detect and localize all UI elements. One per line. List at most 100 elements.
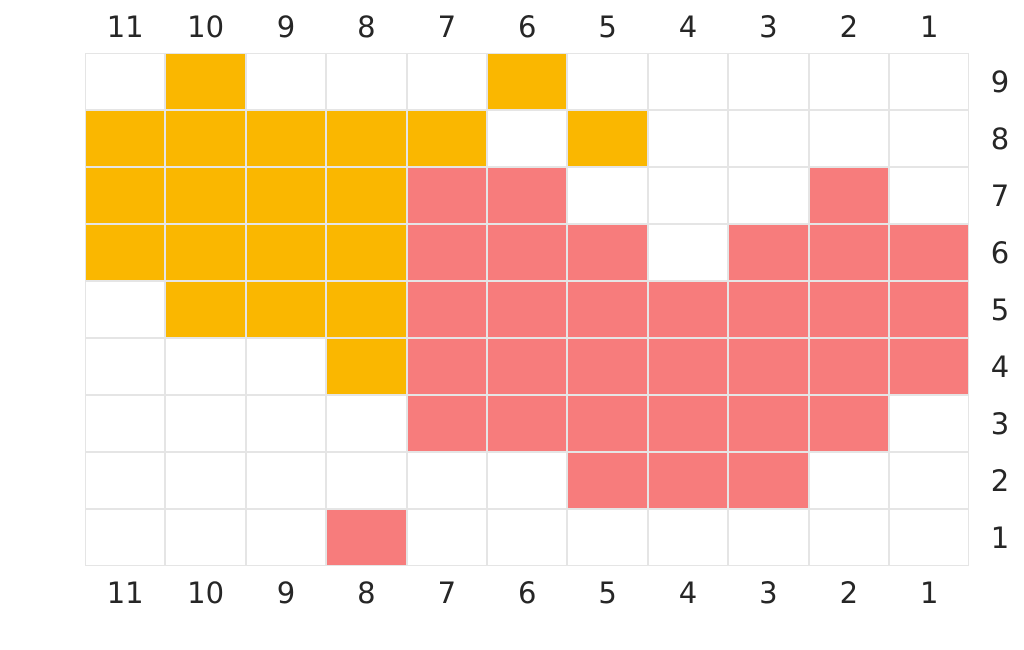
grid-cell [889, 395, 969, 452]
grid-cell [407, 281, 487, 338]
grid-cell [85, 338, 165, 395]
grid-cell [407, 167, 487, 224]
grid-cell [567, 53, 647, 110]
grid-cell [246, 338, 326, 395]
grid-cell [567, 395, 647, 452]
grid-cell [648, 452, 728, 509]
grid-cell [567, 110, 647, 167]
grid-cell [407, 53, 487, 110]
grid-cell [407, 338, 487, 395]
grid-cell [246, 53, 326, 110]
grid-cell [165, 509, 245, 566]
grid-cell [728, 338, 808, 395]
axis-tick-label: 5 [567, 10, 647, 44]
grid-cell [326, 395, 406, 452]
axis-tick-label: 10 [165, 576, 245, 610]
axis-tick-label: 9 [985, 65, 1015, 99]
axis-tick-label: 5 [985, 293, 1015, 327]
axis-tick-label: 1 [889, 576, 969, 610]
grid-cell [165, 338, 245, 395]
grid-cell [85, 395, 165, 452]
grid-cell [567, 167, 647, 224]
grid-cell [326, 53, 406, 110]
grid-cell [487, 452, 567, 509]
grid-cell [809, 395, 889, 452]
grid-cell [326, 452, 406, 509]
grid-cell [407, 509, 487, 566]
grid-cell [889, 281, 969, 338]
grid-cell [326, 338, 406, 395]
axis-tick-label: 8 [985, 122, 1015, 156]
grid-cell [165, 224, 245, 281]
grid-cell [889, 509, 969, 566]
grid-cell [85, 167, 165, 224]
grid-cell [728, 281, 808, 338]
grid-cell [889, 53, 969, 110]
grid-cell [809, 53, 889, 110]
grid-cell [165, 281, 245, 338]
grid-cell [728, 110, 808, 167]
axis-tick-label: 8 [326, 10, 406, 44]
axis-tick-label: 7 [985, 179, 1015, 213]
grid-cell [246, 224, 326, 281]
grid-cell [487, 110, 567, 167]
grid-cell [567, 281, 647, 338]
grid-cell [246, 167, 326, 224]
axis-tick-label: 7 [407, 10, 487, 44]
grid-cell [648, 224, 728, 281]
grid-cell [487, 224, 567, 281]
grid-cell [487, 509, 567, 566]
grid-cell [165, 53, 245, 110]
grid-cell [648, 281, 728, 338]
axis-tick-label: 11 [85, 576, 165, 610]
grid-cell [728, 452, 808, 509]
grid-cell [809, 509, 889, 566]
grid-cell [648, 395, 728, 452]
grid-cell [407, 224, 487, 281]
grid-cell [326, 509, 406, 566]
axis-tick-label: 10 [165, 10, 245, 44]
grid-cell [246, 395, 326, 452]
grid-cell [487, 338, 567, 395]
grid-cell [246, 281, 326, 338]
grid-cell [889, 110, 969, 167]
axis-tick-label: 8 [326, 576, 406, 610]
grid-cell [165, 110, 245, 167]
grid-cell [326, 167, 406, 224]
pixel-heart-grid: 11111010998877665544332211987654321 [0, 0, 1024, 650]
axis-tick-label: 2 [809, 576, 889, 610]
grid-cell [567, 338, 647, 395]
grid-cell [648, 53, 728, 110]
grid-cell [728, 53, 808, 110]
grid-cell [567, 224, 647, 281]
grid-cell [246, 110, 326, 167]
grid-cell [487, 395, 567, 452]
grid-cell [889, 224, 969, 281]
grid-cell [889, 167, 969, 224]
axis-tick-label: 7 [407, 576, 487, 610]
grid-cell [85, 281, 165, 338]
axis-tick-label: 9 [246, 576, 326, 610]
grid-cell [407, 395, 487, 452]
grid-cell [165, 395, 245, 452]
axis-tick-label: 4 [985, 350, 1015, 384]
grid-cell [326, 281, 406, 338]
grid-cell [567, 452, 647, 509]
grid-cell [487, 53, 567, 110]
grid-cell [85, 224, 165, 281]
grid-cell [246, 509, 326, 566]
axis-tick-label: 9 [246, 10, 326, 44]
grid-cell [648, 110, 728, 167]
grid-cell [889, 452, 969, 509]
axis-tick-label: 6 [487, 576, 567, 610]
grid-cell [326, 224, 406, 281]
axis-tick-label: 1 [889, 10, 969, 44]
axis-tick-label: 6 [487, 10, 567, 44]
grid-cell [728, 224, 808, 281]
grid-cell [648, 509, 728, 566]
grid-cell [567, 509, 647, 566]
axis-tick-label: 5 [567, 576, 647, 610]
axis-tick-label: 4 [648, 576, 728, 610]
grid-cell [165, 167, 245, 224]
axis-tick-label: 11 [85, 10, 165, 44]
